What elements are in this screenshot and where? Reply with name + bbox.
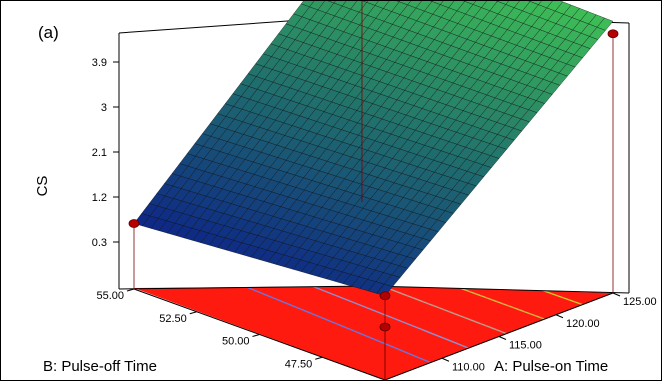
x-tick-label: 110.00 [452,361,485,373]
z-axis-title: CS [34,176,51,197]
design-points [128,1,619,380]
x-tick-label: 125.00 [623,296,657,308]
x-axis-title: A: Pulse-on Time [494,358,608,375]
x-tick-mark [441,357,450,362]
y-tick-label: 47.50 [285,358,313,370]
panel-label: (a) [38,23,59,42]
y-tick-mark [189,311,197,315]
z-axis-ticks: 0.3 1.2 2.1 3 3.9 [92,57,119,249]
y-tick-label: 55.00 [96,290,124,302]
contour-line [227,286,469,349]
y-tick-mark [126,288,135,292]
y-tick-mark [252,334,260,337]
y-tick-label: 52.50 [159,313,187,325]
response-surface [133,1,614,296]
x-tick-mark [612,292,621,297]
contour-line [194,286,431,364]
floor-left-edge [118,285,373,290]
z-tick-label: 1.2 [92,192,107,204]
y-axis-title: B: Pulse-off Time [43,358,157,375]
z-tick-label: 0.3 [92,237,107,249]
surface-cell [376,283,393,296]
design-point [128,219,140,228]
z-tick-label: 3.9 [92,57,107,69]
design-point [379,291,391,301]
contour-line [294,286,545,320]
x-tick-mark [498,336,507,340]
x-tick-label: 115.00 [509,340,542,352]
design-point [379,322,391,332]
floor-right-edge [371,285,630,294]
design-point [607,29,619,39]
x-tick-mark [555,314,564,319]
y-tick-label: 50.00 [222,336,250,348]
z-tick-label: 3 [101,102,107,114]
y-tick-mark [315,356,323,360]
floor-plane [134,286,613,380]
z-tick-label: 2.1 [92,147,107,159]
x-tick-label: 120.00 [566,318,600,330]
